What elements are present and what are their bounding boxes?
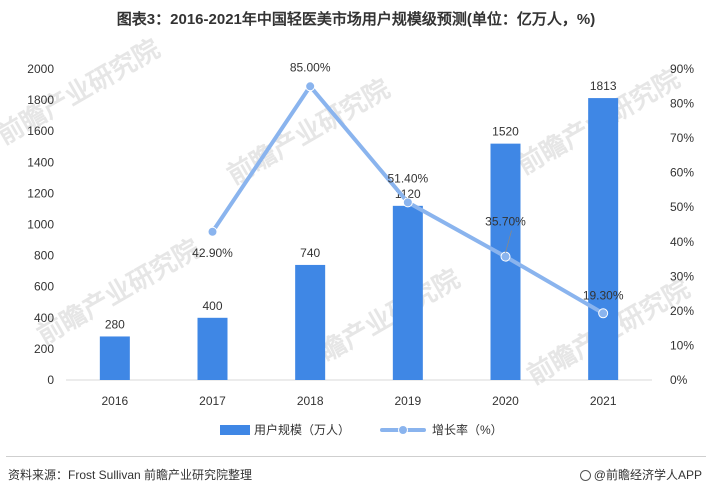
y-tick-label: 200	[34, 342, 54, 356]
footer-divider	[6, 456, 706, 457]
y2-tick-label: 30%	[670, 269, 694, 283]
bar	[99, 336, 130, 380]
bar-data-label: 400	[202, 299, 222, 313]
y-tick-label: 400	[34, 311, 54, 325]
x-tick-label: 2016	[101, 394, 128, 408]
y-tick-label: 1800	[27, 93, 54, 107]
chart-area: 前瞻产业研究院 前瞻产业研究院 前瞻产业研究院 前瞻产业研究院 前瞻产业研究院 …	[0, 33, 695, 437]
bar-data-label: 280	[105, 317, 125, 331]
line-point	[598, 308, 609, 319]
chart-title: 图表3：2016-2021年中国轻医美市场用户规模级预测(单位：亿万人，%)	[116, 11, 596, 28]
y2-tick-label: 10%	[670, 338, 694, 352]
watermark-text: 前瞻产业研究院	[0, 33, 165, 150]
bar	[295, 264, 326, 380]
legend-bar-swatch	[220, 425, 250, 435]
y2-tick-label: 80%	[670, 97, 694, 111]
bar-data-label: 1813	[590, 79, 617, 93]
line-point	[500, 251, 511, 262]
bar-data-label: 1520	[492, 125, 519, 139]
y2-tick-label: 90%	[670, 62, 694, 76]
bar	[392, 205, 423, 380]
axes: 0 200 400 600 800 1000 1200 1400 1600 1800 2000 0% 1…	[27, 62, 694, 408]
x-tick-label: 2021	[590, 394, 617, 408]
x-tick-label: 2017	[199, 394, 226, 408]
bar	[588, 98, 619, 381]
line-data-label: 19.30%	[583, 288, 624, 302]
legend-bar-label: 用户规模（万人）	[254, 422, 350, 437]
brand-text: @前瞻经济学人APP	[593, 468, 702, 482]
x-tick-label: 2018	[297, 394, 324, 408]
y2-tick-label: 70%	[670, 131, 694, 145]
line-point	[207, 226, 218, 237]
y2-tick-label: 50%	[670, 200, 694, 214]
line-data-label: 51.40%	[387, 171, 428, 185]
line-series: 42.90% 85.00% 51.40% 35.70% 19.30%	[192, 60, 624, 319]
line-point	[305, 81, 316, 92]
x-tick-label: 2019	[394, 394, 421, 408]
brand-logo-icon	[579, 470, 591, 481]
y-tick-label: 800	[34, 249, 54, 263]
brand-label: @前瞻经济学人APP	[579, 466, 702, 483]
line-point	[402, 197, 413, 208]
y2-tick-label: 20%	[670, 304, 694, 318]
watermark-text: 前瞻产业研究院	[32, 233, 205, 350]
line-data-label: 42.90%	[192, 246, 233, 260]
y-tick-label: 600	[34, 280, 54, 294]
x-tick-label: 2020	[492, 394, 519, 408]
legend: 用户规模（万人） 增长率（%）	[220, 422, 503, 437]
legend-line-marker	[398, 425, 408, 435]
y2-tick-label: 0%	[670, 373, 688, 387]
line-data-label: 35.70%	[485, 215, 526, 229]
y2-tick-label: 60%	[670, 166, 694, 180]
bar-data-label: 740	[300, 246, 320, 260]
source-note: 资料来源：Frost Sullivan 前瞻产业研究院整理	[8, 468, 253, 482]
legend-line-label: 增长率（%）	[432, 422, 503, 437]
y-tick-label: 2000	[27, 62, 54, 76]
data-label-leader	[505, 230, 512, 253]
y-tick-label: 0	[47, 373, 54, 387]
y-tick-label: 1400	[27, 155, 54, 169]
y-tick-label: 1600	[27, 124, 54, 138]
y-tick-label: 1200	[27, 186, 54, 200]
line-data-label: 85.00%	[290, 60, 331, 74]
y-tick-label: 1000	[27, 218, 54, 232]
bar	[197, 317, 228, 380]
y2-tick-label: 40%	[670, 235, 694, 249]
